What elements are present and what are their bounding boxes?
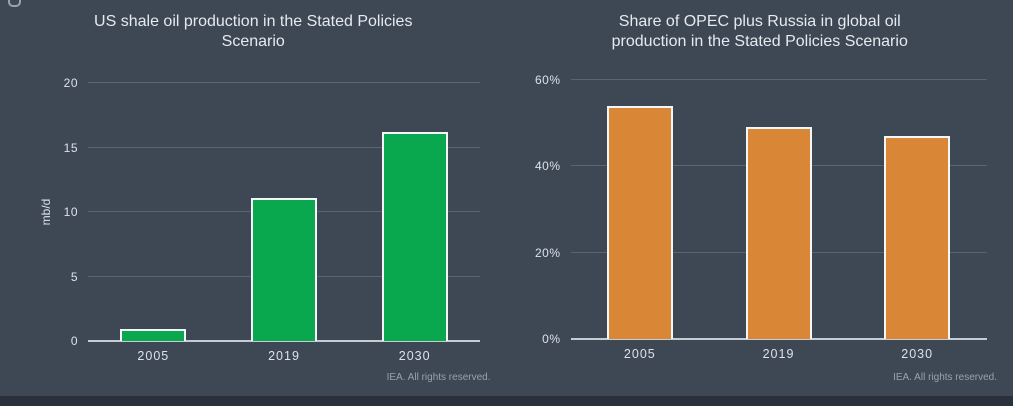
y-tick-label: 40% <box>534 159 561 174</box>
x-tick-label: 2019 <box>762 347 795 361</box>
chart-title-line1: US shale oil production in the Stated Po… <box>94 13 413 30</box>
x-axis: 2005 2019 2030 <box>571 345 987 363</box>
y-axis: 0% 20% 40% 60% <box>521 73 561 346</box>
chart-title: Share of OPEC plus Russia in global oil … <box>507 12 1013 52</box>
copyright-note: IEA. All rights reserved. <box>386 372 491 383</box>
bar-2019 <box>745 127 812 339</box>
x-axis-line <box>88 340 480 342</box>
chart-title-line2: production in the Stated Policies Scenar… <box>611 33 908 50</box>
bar-2030 <box>884 136 951 339</box>
y-tick-label: 60% <box>534 73 561 87</box>
x-axis: 2005 2019 2030 <box>88 347 480 365</box>
plot-area <box>88 82 480 342</box>
gridline <box>88 82 480 83</box>
bar-2019 <box>251 197 317 341</box>
y-tick-label: 20 <box>63 76 78 90</box>
y-tick-label: 0% <box>542 332 561 346</box>
gridline <box>88 146 480 148</box>
y-tick-label: 0 <box>70 334 78 348</box>
y-axis: 0 5 10 15 20 <box>38 76 78 348</box>
y-tick-label: 5 <box>70 269 78 284</box>
chart-title-line2: Scenario <box>221 33 285 50</box>
bar-2030 <box>381 132 448 341</box>
copyright-note: IEA. All rights reserved. <box>893 372 997 383</box>
screen-edge-artifact <box>8 0 21 7</box>
x-tick-label: 2019 <box>268 349 300 363</box>
y-tick-label: 10 <box>63 205 78 219</box>
x-tick-label: 2030 <box>398 349 431 363</box>
x-tick-label: 2005 <box>623 347 656 361</box>
charts-row: US shale oil production in the Stated Po… <box>0 0 1013 396</box>
chart-panel-opec-russia-share: Share of OPEC plus Russia in global oil … <box>507 0 1013 396</box>
y-tick-label: 20% <box>534 245 561 260</box>
chart-title: US shale oil production in the Stated Po… <box>0 12 507 52</box>
y-tick-label: 15 <box>63 140 78 155</box>
chart-title-line1: Share of OPEC plus Russia in global oil <box>618 13 901 30</box>
x-axis-line <box>570 338 987 340</box>
x-tick-label: 2005 <box>137 349 170 363</box>
gridline <box>570 79 987 80</box>
x-tick-label: 2030 <box>901 347 934 361</box>
chart-panel-us-shale: US shale oil production in the Stated Po… <box>0 0 507 396</box>
plot-area <box>570 79 987 340</box>
bottom-footer-bar <box>0 396 1013 406</box>
bar-2005 <box>120 329 187 341</box>
bar-2005 <box>606 105 673 339</box>
